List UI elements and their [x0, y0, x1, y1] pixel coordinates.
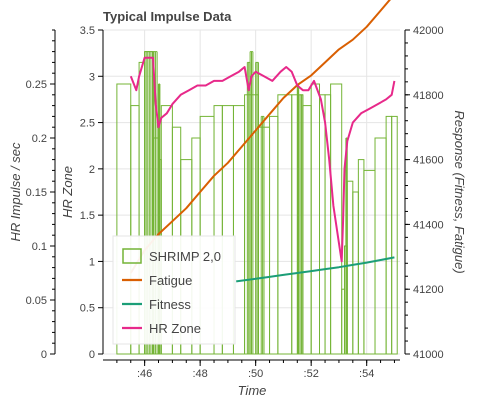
hr-impulse-axis-tick-label: 0.1 — [32, 241, 47, 253]
time-axis-tick-label: :46 — [137, 368, 152, 380]
hr-impulse-axis-tick-label: 0.05 — [26, 295, 47, 307]
hr-zone-axis-tick-label: 3 — [89, 71, 95, 83]
shrimp-bar — [330, 83, 343, 355]
hr-zone-axis-tick-label: 2 — [89, 164, 95, 176]
time-axis-tick-label: :48 — [193, 368, 208, 380]
hr-zone-axis-tick-label: 3.5 — [80, 25, 95, 37]
legend: SHRIMP 2,0 Fatigue Fitness HR Zone — [112, 235, 236, 345]
hr-impulse-axis-tick-label: 0.15 — [26, 187, 47, 199]
response-axis-tick-label: 41800 — [413, 90, 444, 102]
hr-zone-axis-tick-label: 0 — [89, 349, 95, 361]
shrimp-bar — [391, 115, 398, 355]
hr-impulse-axis-tick-label: 0 — [41, 349, 47, 361]
response-axis-tick-label: 42000 — [413, 25, 444, 37]
hr-zone-axis: 0 0.5 1 1.5 2 2.5 3 3.5 — [80, 25, 104, 361]
response-axis-label: Response (Fitness, Fatigue) — [452, 110, 467, 273]
legend-label-shrimp-2-0: SHRIMP 2,0 — [149, 249, 221, 264]
series-lines — [129, 0, 396, 283]
series-fatigue — [129, 0, 391, 274]
response-axis-tick-label: 41600 — [413, 155, 444, 167]
time-axis-tick-label: :54 — [359, 368, 374, 380]
hr-impulse-axis-tick-label: 0.2 — [32, 133, 47, 145]
response-axis-tick-label: 41200 — [413, 284, 444, 296]
hr-zone-axis-tick-label: 1 — [89, 256, 95, 268]
hr-zone-axis-label: HR Zone — [60, 166, 75, 218]
hr-impulse-axis: 0 0.05 0.1 0.15 0.2 0.25 — [26, 29, 56, 361]
chart-title: Typical Impulse Data — [103, 9, 232, 24]
x-axis-label: Time — [238, 383, 267, 398]
response-axis-tick-label: 41000 — [413, 349, 444, 361]
time-axis-tick-label: :52 — [304, 368, 319, 380]
hr-zone-axis-tick-label: 0.5 — [80, 303, 95, 315]
legend-swatch-shrimp-2-0 — [122, 248, 142, 264]
response-axis: 41000 41200 41400 41600 41800 42000 — [404, 25, 444, 361]
legend-label-hr-zone: HR Zone — [149, 321, 201, 336]
legend-label-fatigue: Fatigue — [149, 273, 192, 288]
response-axis-tick-label: 41400 — [413, 219, 444, 231]
hr-zone-axis-tick-label: 2.5 — [80, 118, 95, 130]
legend-label-fitness: Fitness — [149, 297, 191, 312]
hr-impulse-axis-tick-label: 0.25 — [26, 79, 47, 91]
legend-box — [112, 235, 236, 345]
time-axis: :46 :48 :50 :52 :54 — [103, 359, 400, 380]
time-axis-tick-label: :50 — [248, 368, 263, 380]
series-fitness — [236, 256, 395, 283]
series-hr-zone — [129, 56, 396, 263]
hr-impulse-axis-label: HR Impulse / sec — [8, 142, 23, 241]
hr-zone-axis-tick-label: 1.5 — [80, 210, 95, 222]
